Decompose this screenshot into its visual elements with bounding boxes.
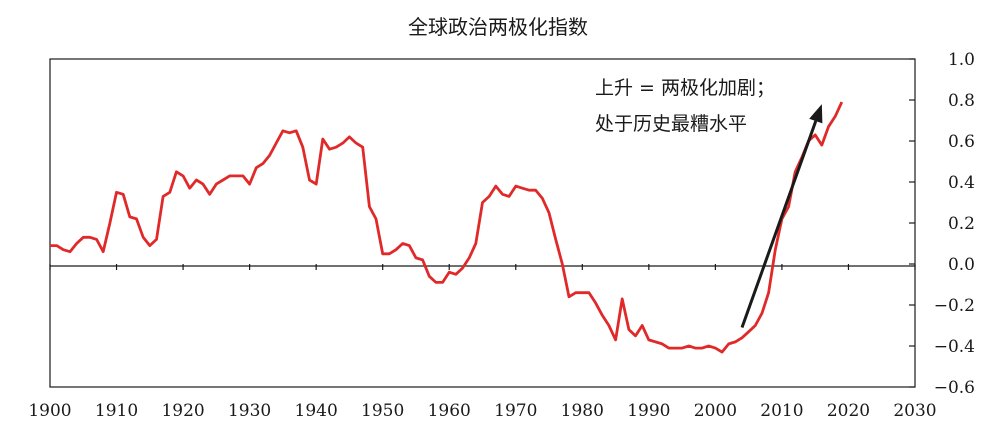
annotation: 上升 = 两极化加剧； 处于历史最糟水平	[595, 77, 823, 329]
y-tick-label: 0.2	[948, 214, 975, 234]
y-tick-label: 0.8	[948, 91, 975, 111]
x-tick-label: 1900	[28, 401, 71, 421]
x-tick-label: 1940	[295, 401, 338, 421]
x-tick-labels: 1900 1910 1920 1930 1940 1950 1960 1970 1980 1990…	[28, 401, 936, 421]
x-ticks	[49, 264, 916, 270]
annotation-line-2: 处于历史最糟水平	[595, 113, 747, 135]
x-tick-label: 2030	[893, 401, 936, 421]
x-tick-label: 1980	[561, 401, 604, 421]
series-line	[50, 101, 844, 354]
x-tick-label: 1990	[627, 401, 670, 421]
x-tick-label: 1950	[361, 401, 404, 421]
x-tick-label: 1930	[228, 401, 271, 421]
y-tick-label: 1.0	[948, 50, 975, 70]
chart-title: 全球政治两极化指数	[408, 15, 588, 39]
annotation-arrow-head	[809, 104, 823, 124]
annotation-arrow	[740, 120, 818, 329]
x-tick-label: 1920	[161, 401, 204, 421]
y-tick-label: 0.4	[948, 173, 975, 193]
y-tick-labels: 1.0 0.8 0.6 0.4 0.2 0.0 −0.2 −0.4 −0.6	[934, 50, 975, 398]
x-tick-label: 2010	[760, 401, 803, 421]
y-tick-label: −0.2	[934, 296, 975, 316]
annotation-line-1: 上升 = 两极化加剧；	[595, 77, 775, 99]
x-tick-label: 1970	[494, 401, 537, 421]
x-tick-label: 2020	[827, 401, 870, 421]
y-tick-label: 0.6	[948, 132, 975, 152]
x-tick-label: 1960	[428, 401, 471, 421]
y-tick-label: 0.0	[948, 255, 975, 275]
y-tick-label: −0.4	[934, 337, 975, 357]
y-tick-label: −0.6	[934, 378, 975, 398]
plot-frame	[49, 58, 916, 388]
x-tick-label: 1910	[95, 401, 138, 421]
x-tick-label: 2000	[694, 401, 737, 421]
y-ticks	[909, 58, 915, 388]
